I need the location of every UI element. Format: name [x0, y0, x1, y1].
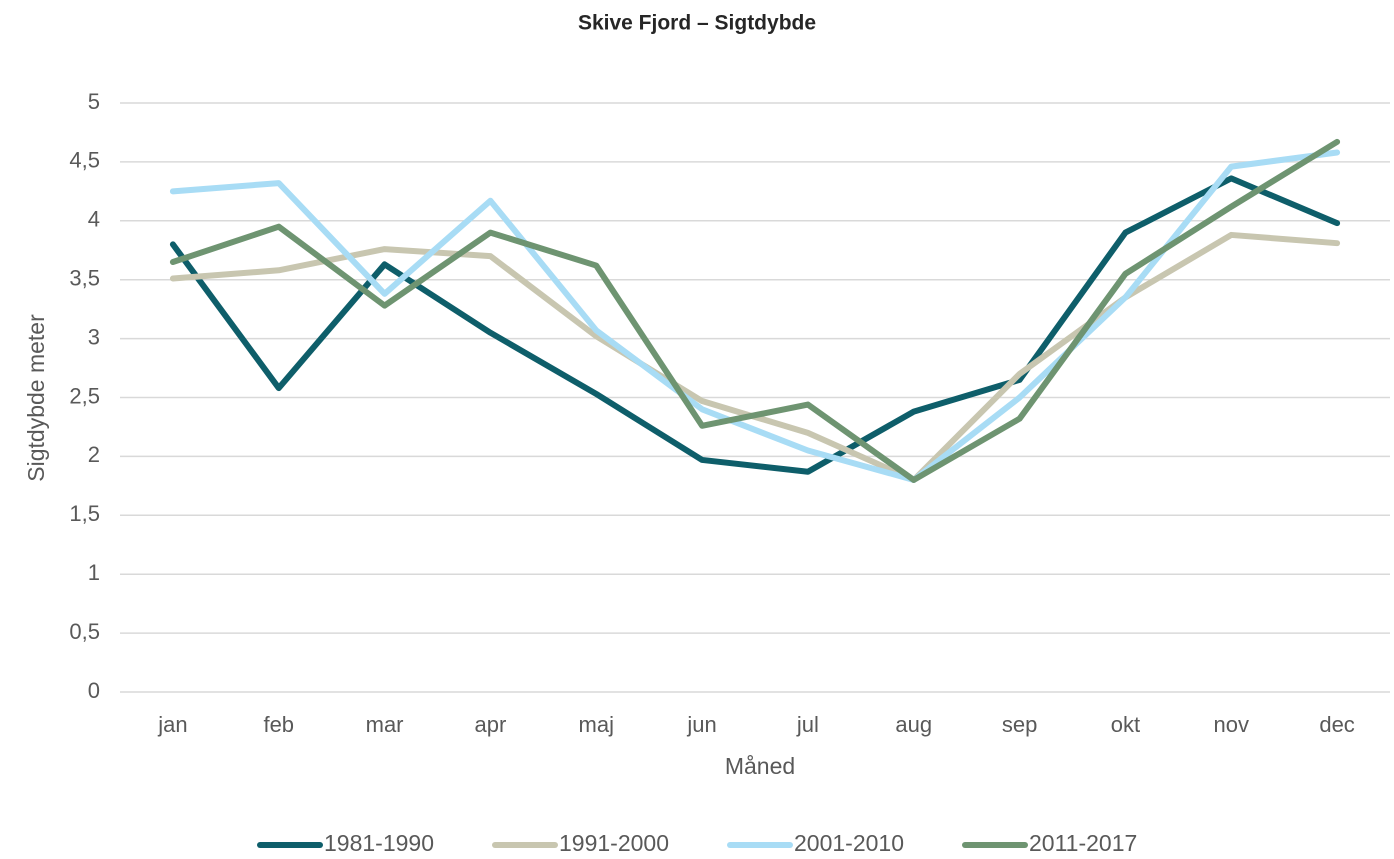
legend-label: 2011-2017: [1029, 830, 1137, 856]
x-tick-label: jul: [796, 712, 819, 737]
x-axis-label: Måned: [725, 753, 795, 779]
y-tick-label: 4,5: [69, 148, 100, 173]
x-tick-label: maj: [579, 712, 614, 737]
x-tick-label: okt: [1111, 712, 1140, 737]
x-tick-label: nov: [1214, 712, 1249, 737]
y-tick-label: 1: [88, 560, 100, 585]
x-tick-label: jan: [157, 712, 187, 737]
y-tick-label: 3: [88, 324, 100, 349]
chart-title: Skive Fjord – Sigtdybde: [578, 12, 816, 35]
series-line: [169, 175, 1341, 475]
x-tick-label: dec: [1319, 712, 1354, 737]
y-tick-label: 3,5: [69, 266, 100, 291]
x-tick-label: aug: [895, 712, 932, 737]
y-tick-label: 2: [88, 442, 100, 467]
y-axis-label: Sigtdybde meter: [23, 314, 49, 482]
series-line: [169, 231, 1341, 483]
x-tick-label: jun: [686, 712, 716, 737]
legend-label: 1991-2000: [559, 830, 669, 856]
y-tick-label: 1,5: [69, 501, 100, 526]
y-tick-label: 0,5: [69, 619, 100, 644]
series-line: [169, 138, 1341, 483]
legend-label: 2001-2010: [794, 830, 904, 856]
y-tick-label: 5: [88, 89, 100, 114]
series-line: [169, 149, 1341, 483]
y-tick-label: 4: [88, 207, 100, 232]
x-tick-label: sep: [1002, 712, 1037, 737]
legend-label: 1981-1990: [324, 830, 434, 856]
y-tick-label: 2,5: [69, 383, 100, 408]
x-tick-label: apr: [475, 712, 507, 737]
x-tick-label: mar: [366, 712, 404, 737]
x-tick-label: feb: [263, 712, 294, 737]
y-tick-label: 0: [88, 678, 100, 703]
